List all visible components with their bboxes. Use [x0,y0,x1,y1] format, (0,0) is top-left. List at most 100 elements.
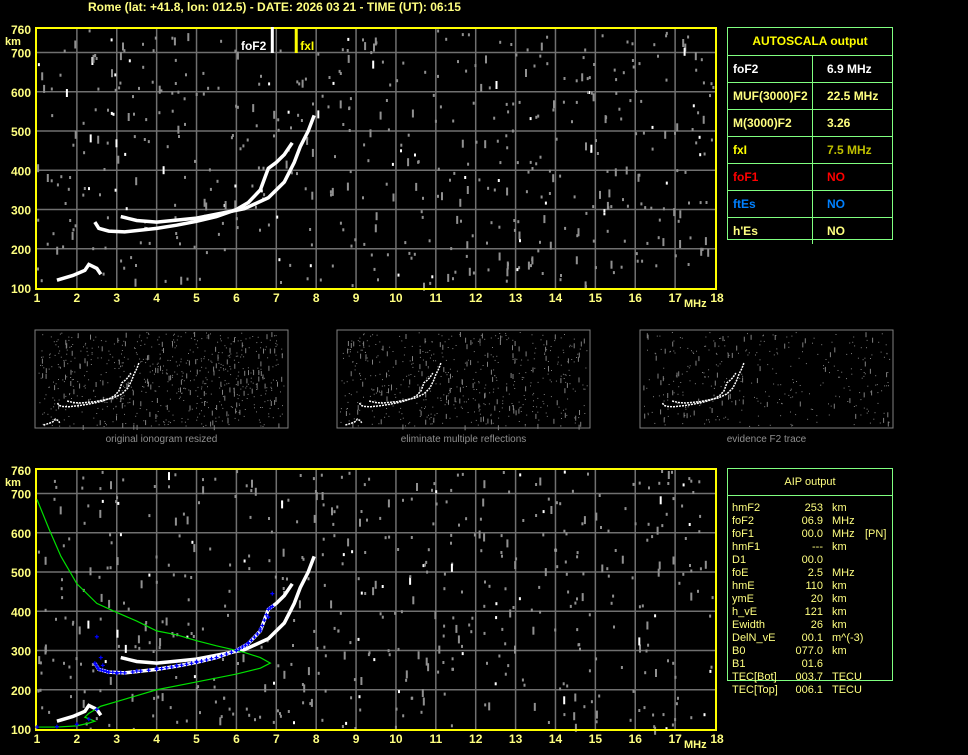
noise-echo [397,548,400,551]
noise-echo [624,507,627,511]
thumbnail-noise [464,425,466,431]
thumbnail-noise [547,405,548,407]
thumbnail-noise [253,396,255,398]
thumbnail-noise [244,409,246,410]
thumbnail-noise [187,359,189,361]
thumbnail-noise [112,399,114,401]
thumbnail-noise [230,353,232,355]
aip-title: AIP output [728,469,892,496]
thumbnail-noise [174,341,176,343]
thumbnail-noise [788,394,790,396]
aip-unit: km [832,580,847,592]
thumbnail-noise [200,358,202,360]
aip-cross-point [243,643,248,648]
thumbnail-noise [482,365,484,366]
thumbnail-noise [386,373,388,375]
noise-echo [187,33,190,42]
thumbnail-1 [34,329,289,431]
noise-echo [478,530,481,539]
thumbnail-noise [494,359,496,361]
noise-echo [95,57,98,60]
thumbnail-noise [446,374,448,376]
thumbnail-noise [388,385,390,386]
thumbnail-noise [470,421,472,423]
thumbnail-noise [440,400,442,401]
thumbnail-noise [234,417,236,419]
thumbnail-noise [241,400,243,402]
noise-echo [172,573,175,577]
thumbnail-noise [42,373,44,379]
thumbnail-noise [532,367,534,373]
thumbnail-noise [40,377,42,379]
noise-echo [372,60,375,69]
thumbnail-noise [71,379,73,381]
thumbnail-noise [560,337,562,339]
thumbnail-noise [569,375,571,376]
thumbnail-noise [246,378,248,384]
noise-echo [88,29,91,33]
noise-echo [232,712,235,716]
noise-echo [676,169,679,173]
thumbnail-noise [121,365,123,367]
aip-cross-point [209,656,214,661]
noise-echo [322,503,325,507]
noise-echo [684,537,687,540]
thumbnail-noise [238,404,240,406]
thumbnail-noise [731,401,733,403]
noise-echo [523,683,526,687]
noise-echo [395,707,398,711]
thumbnail-noise [170,422,171,424]
thumbnail-noise [668,384,670,385]
x-tick-label: 8 [313,291,320,305]
thumbnail-noise [270,382,272,384]
thumbnail-noise [479,409,481,411]
x-tick-label: 1 [34,291,41,305]
thumbnail-noise [151,346,153,348]
thumbnail-noise [411,345,413,347]
thumbnail-noise [495,377,497,379]
thumbnail-noise [646,387,648,389]
noise-echo [296,520,299,524]
thumbnail-noise [173,339,175,341]
thumbnail-noise [169,360,171,361]
thumbnail-noise [431,341,433,343]
y-axis-label: km [5,477,21,489]
thumbnail-noise [268,416,270,418]
noise-echo [332,522,335,526]
thumbnail-noise [203,391,205,397]
thumbnail-noise [188,353,189,354]
noise-echo [556,565,559,569]
thumbnail-noise [272,366,274,368]
noise-echo [667,482,670,485]
thumbnail-noise [769,350,771,352]
noise-echo [434,119,437,123]
thumbnail-noise [265,346,267,348]
noise-echo [539,477,542,486]
noise-echo [249,515,252,519]
thumbnail-noise [681,337,683,339]
thumbnail-noise [513,408,515,414]
noise-echo [246,138,249,142]
thumbnail-noise [879,422,881,424]
autoscala-key: MUF(3000)F2 [728,83,813,109]
noise-echo [368,477,371,481]
noise-echo [695,68,698,72]
electron-density-profile [36,499,272,728]
thumbnail-noise [359,409,361,411]
thumbnail-noise [348,348,350,350]
aip-cross-point [94,634,99,639]
noise-echo [384,536,387,540]
thumbnail-noise [716,372,718,378]
thumbnail-noise [159,358,161,360]
thumbnail-noise [60,367,61,369]
thumbnail-noise [118,359,120,365]
noise-echo [135,177,138,186]
thumbnail-noise [81,411,83,413]
noise-echo [455,624,458,633]
noise-echo [535,483,538,486]
aip-unit: TECU [832,671,862,683]
noise-echo [564,560,567,564]
thumbnail-noise [870,391,872,393]
thumbnail-noise [718,419,720,421]
noise-echo [655,669,657,677]
